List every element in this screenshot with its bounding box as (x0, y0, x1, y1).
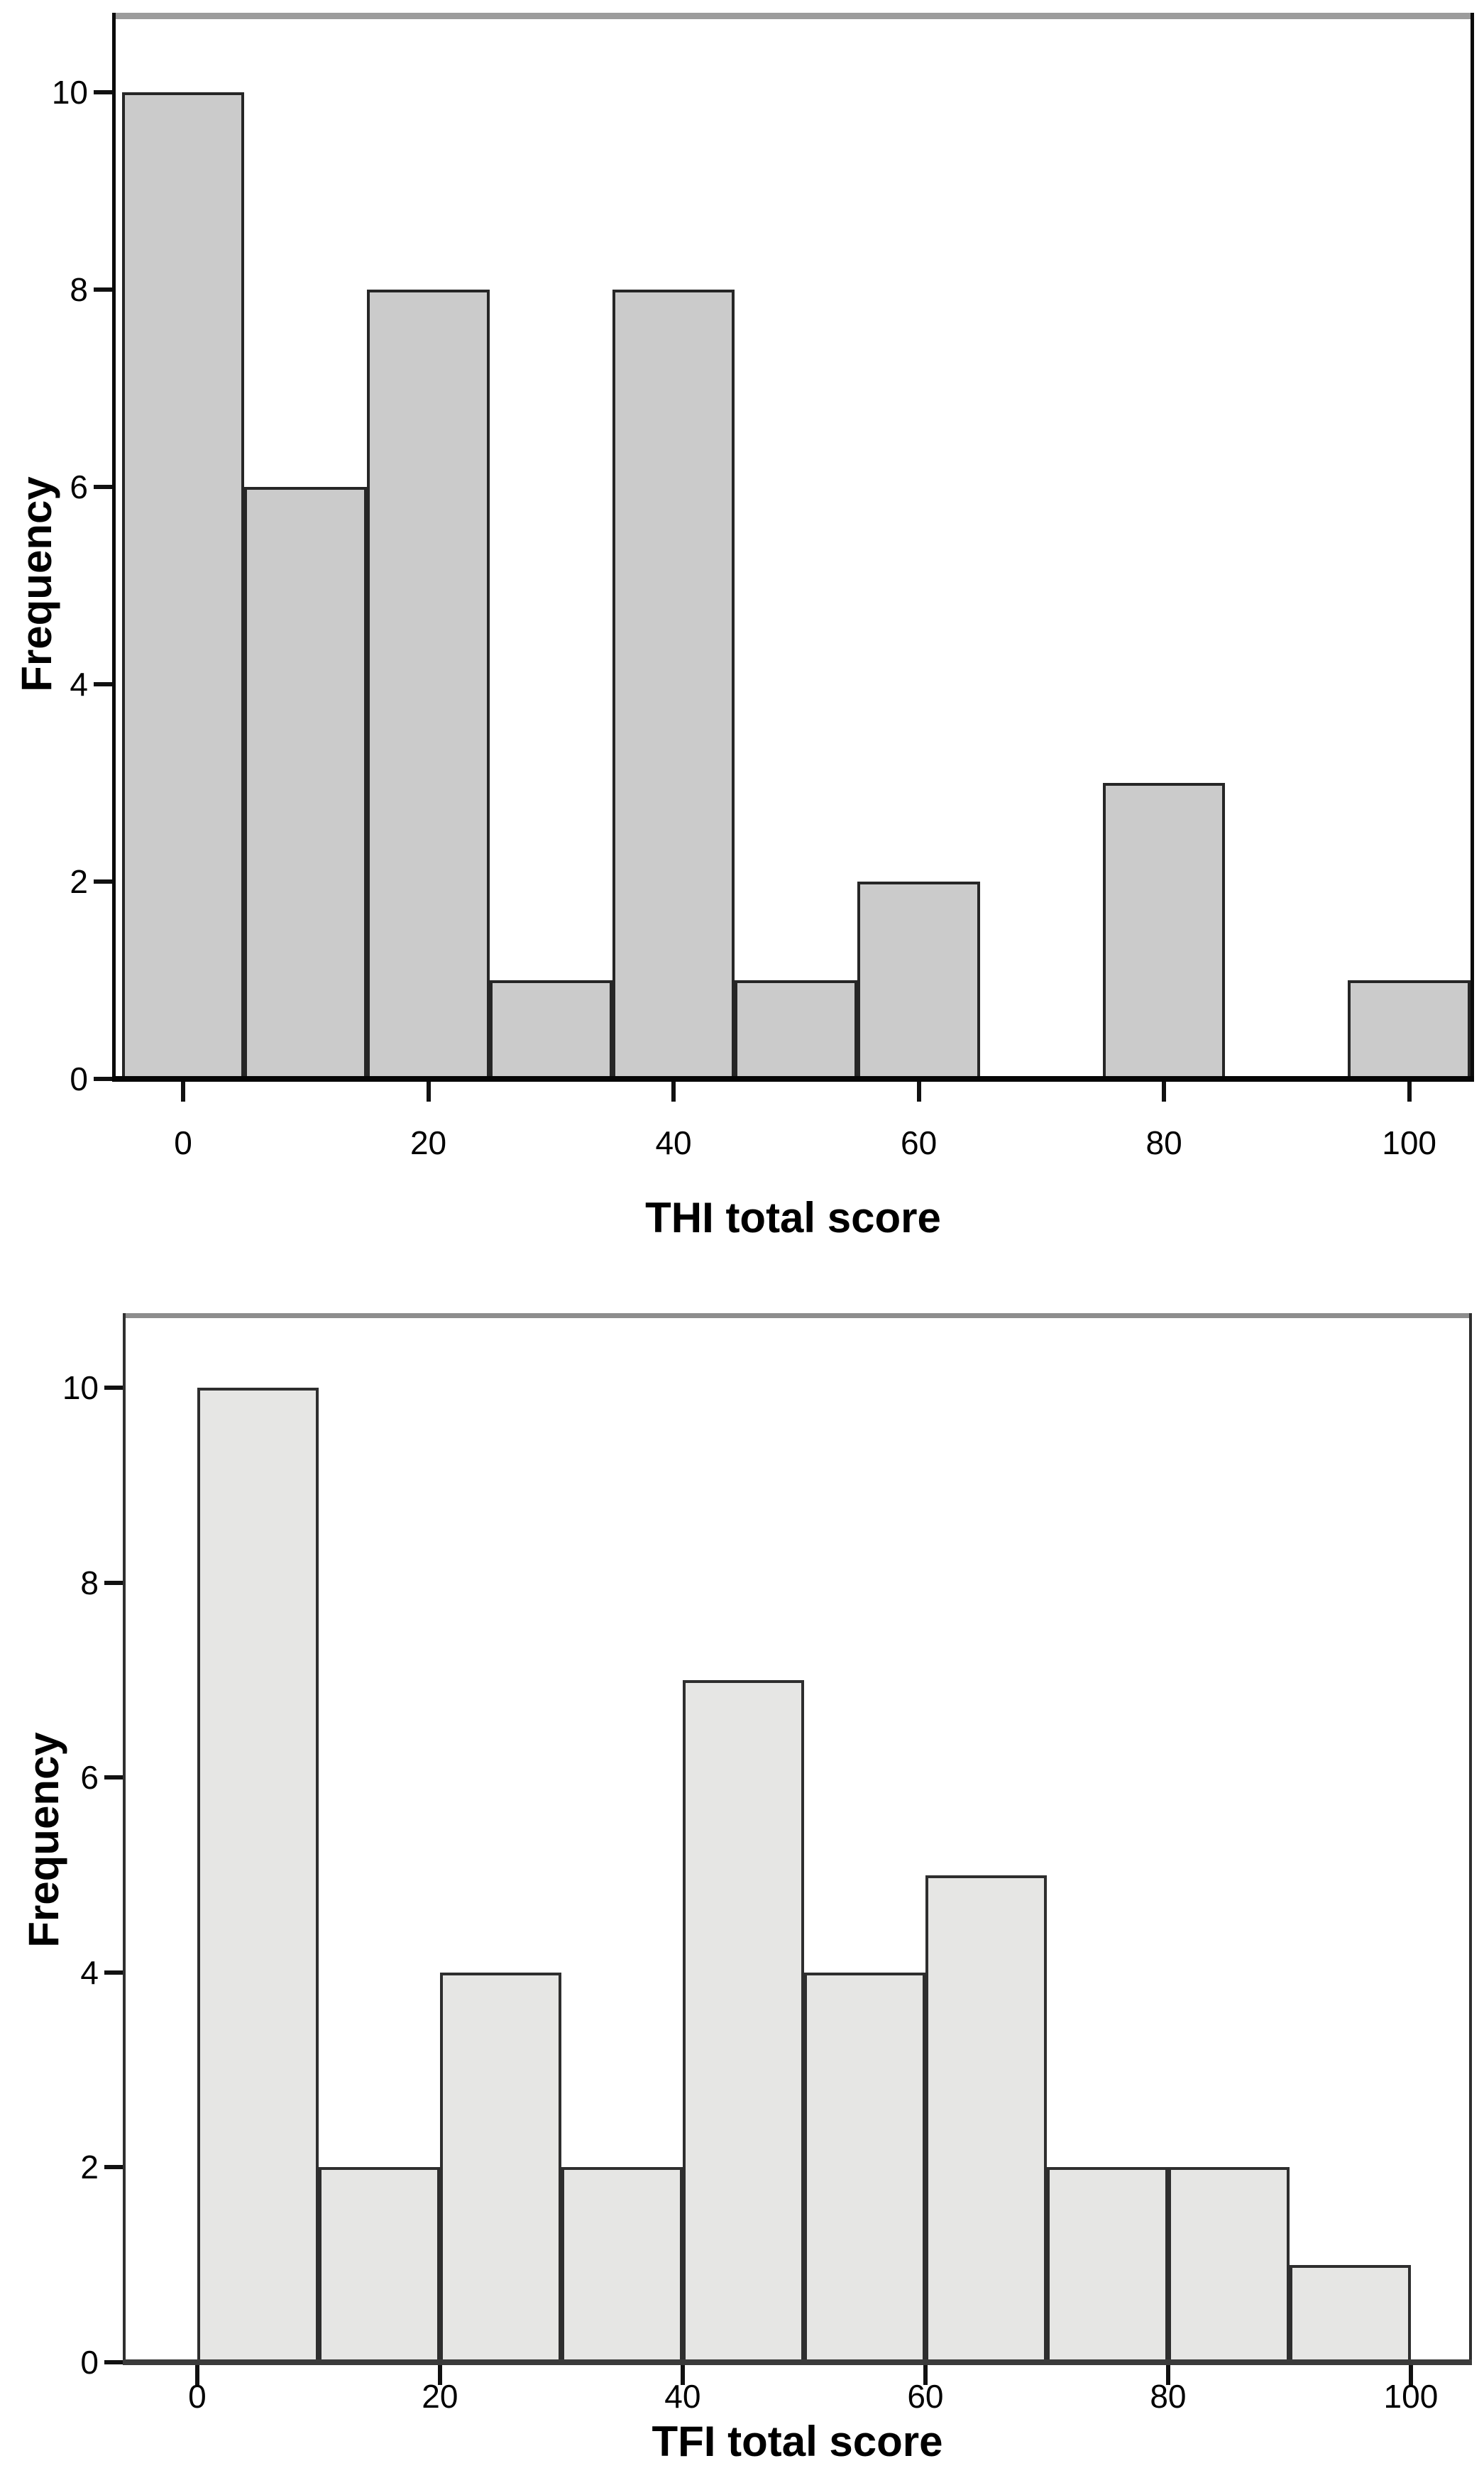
x-tick (194, 2365, 199, 2385)
bar-bin-75-85 (1102, 783, 1226, 1079)
y-axis-line (112, 13, 116, 1082)
y-tick-label: 2 (80, 2149, 99, 2186)
bar-bin-45-55 (735, 980, 858, 1079)
bar-bin-0-10 (197, 1388, 319, 2362)
y-tick (104, 1970, 123, 1975)
x-tick-label: 0 (174, 1124, 192, 1161)
x-tick-label: 100 (1382, 1124, 1436, 1161)
x-tick (680, 2365, 685, 2385)
x-tick-label: 40 (655, 1124, 692, 1161)
y-tick (94, 90, 112, 94)
bar-bin-90-100 (1289, 2264, 1411, 2362)
y-tick-label: 8 (70, 271, 88, 308)
bar-bin-25-35 (489, 980, 612, 1079)
bar-bin-40-50 (682, 1679, 804, 2362)
x-axis-title-thi: THI total score (645, 1194, 941, 1241)
y-tick (104, 2360, 123, 2364)
bar-bin-70-80 (1046, 2167, 1168, 2362)
x-tick-label: 60 (907, 2378, 944, 2415)
y-tick-label: 6 (80, 1759, 99, 1797)
y-tick-label: 2 (70, 863, 88, 900)
x-tick-label: 60 (900, 1124, 938, 1161)
y-tick-label: 4 (70, 666, 88, 703)
x-tick (1408, 2365, 1413, 2385)
x-tick (671, 1082, 676, 1102)
y-tick (94, 485, 112, 489)
x-tick (923, 2365, 928, 2385)
x-tick (426, 1082, 431, 1102)
x-tick-label: 80 (1150, 2378, 1187, 2415)
x-tick-label: 20 (410, 1124, 447, 1161)
bar-bin-60-70 (925, 1875, 1047, 2362)
x-tick-label: 40 (664, 2378, 701, 2415)
y-tick-label: 0 (80, 2344, 99, 2381)
y-tick-label: 10 (51, 74, 88, 111)
bar-bin-5-15 (244, 487, 368, 1079)
bar-bin-10-20 (318, 2167, 440, 2362)
bar-bin-50-60 (803, 1972, 925, 2362)
x-tick (181, 1082, 186, 1102)
y-tick (104, 1775, 123, 1780)
x-tick-label: 0 (188, 2378, 207, 2415)
x-tick-label: 80 (1145, 1124, 1182, 1161)
plot-frame-right (1469, 1313, 1472, 2365)
y-tick-label: 4 (80, 1953, 99, 1991)
y-tick (94, 287, 112, 292)
bar-bin-95-105 (1348, 980, 1471, 1079)
plot-frame-top (123, 1313, 1472, 1318)
x-tick (1162, 1082, 1167, 1102)
bar-bin--5-5 (121, 92, 245, 1079)
bar-bin-20-30 (439, 1972, 561, 2362)
bar-bin-30-40 (561, 2167, 683, 2362)
plot-frame-top (112, 13, 1474, 19)
bar-bin-15-25 (367, 290, 490, 1079)
bar-bin-55-65 (857, 882, 980, 1079)
x-axis-line (112, 1076, 1474, 1082)
y-tick (104, 1386, 123, 1390)
x-axis-title-tfi: TFI total score (652, 2418, 943, 2465)
y-tick-label: 8 (80, 1564, 99, 1601)
y-tick (104, 1580, 123, 1585)
x-tick-label: 100 (1383, 2378, 1439, 2415)
y-tick (94, 682, 112, 686)
y-tick-label: 10 (62, 1369, 99, 1406)
x-tick (1407, 1082, 1412, 1102)
y-tick (94, 879, 112, 884)
y-axis-title-tfi: Frequency (20, 1732, 67, 1948)
y-tick (94, 1077, 112, 1081)
x-tick (1165, 2365, 1170, 2385)
x-tick (916, 1082, 921, 1102)
x-axis-line (123, 2359, 1472, 2365)
y-tick (104, 2165, 123, 2170)
plot-frame-right (1471, 13, 1474, 1082)
bar-bin-80-90 (1167, 2167, 1290, 2362)
y-tick-label: 6 (70, 468, 88, 505)
x-tick (437, 2365, 442, 2385)
x-tick-label: 20 (422, 2378, 458, 2415)
bar-bin-35-45 (612, 290, 735, 1079)
y-axis-line (123, 1313, 126, 2365)
y-tick-label: 0 (70, 1060, 88, 1097)
y-axis-title-thi: Frequency (13, 476, 60, 692)
